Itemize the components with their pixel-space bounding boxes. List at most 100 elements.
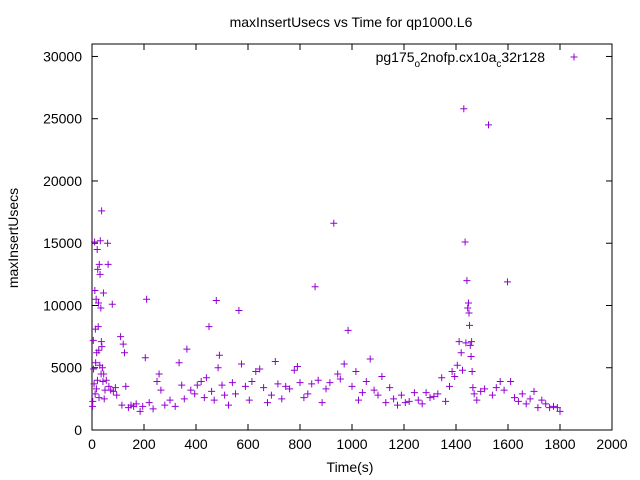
data-point <box>99 377 107 385</box>
data-point <box>300 394 308 402</box>
data-point <box>463 277 471 285</box>
data-point <box>410 389 418 397</box>
data-point <box>91 390 99 398</box>
legend-label-part: 2nofp.cx10a <box>420 49 496 65</box>
data-point <box>330 219 338 227</box>
data-point <box>414 396 422 404</box>
x-tick-label: 1400 <box>440 436 471 452</box>
data-point <box>522 400 530 408</box>
data-point <box>466 341 474 349</box>
data-point <box>308 380 316 388</box>
data-point <box>462 339 470 347</box>
legend: pg175o2nofp.cx10ac32r128 <box>376 49 578 70</box>
data-point <box>218 381 226 389</box>
data-point <box>89 336 97 344</box>
data-point <box>386 384 394 392</box>
data-point <box>252 367 260 375</box>
data-point <box>90 365 98 373</box>
x-tick-label: 400 <box>184 436 208 452</box>
data-point <box>248 377 256 385</box>
data-point <box>271 358 279 366</box>
data-point <box>93 245 101 253</box>
plot-frame <box>91 43 613 431</box>
data-point <box>453 361 461 369</box>
x-tick-label: 800 <box>288 436 312 452</box>
data-point <box>202 374 210 382</box>
data-point <box>166 396 174 404</box>
x-tick-label: 2000 <box>596 436 627 452</box>
data-point <box>91 287 99 295</box>
data-point <box>394 401 401 409</box>
data-point <box>530 387 538 395</box>
data-point <box>153 377 161 385</box>
data-point <box>461 238 469 246</box>
data-point <box>157 386 165 394</box>
data-point <box>171 402 179 410</box>
data-point <box>355 396 362 404</box>
data-point <box>228 379 236 387</box>
data-point <box>119 340 127 348</box>
data-point <box>390 395 398 403</box>
data-point <box>500 386 508 394</box>
data-point <box>553 404 561 412</box>
data-point <box>507 377 515 385</box>
data-point <box>511 394 518 402</box>
data-point <box>197 377 205 385</box>
data-point <box>109 387 117 395</box>
data-point <box>102 376 110 384</box>
data-point <box>344 326 352 334</box>
x-tick-label: 1000 <box>336 436 367 452</box>
data-point <box>382 399 390 407</box>
x-tick-label: 1200 <box>388 436 419 452</box>
data-point <box>426 394 434 402</box>
data-point <box>550 402 557 410</box>
data-point <box>267 391 275 399</box>
data-point <box>542 400 550 408</box>
data-point <box>187 386 195 394</box>
data-point <box>104 260 112 268</box>
data-point <box>473 396 481 404</box>
data-point <box>178 381 186 389</box>
data-point <box>238 360 245 368</box>
data-point <box>94 323 102 331</box>
data-point <box>235 306 243 314</box>
data-point <box>93 376 101 384</box>
y-tick-label: 25000 <box>43 111 82 127</box>
data-point <box>92 295 100 303</box>
data-point <box>455 338 463 346</box>
data-point <box>464 299 472 307</box>
data-point <box>526 395 534 403</box>
data-point <box>477 387 485 395</box>
data-point <box>90 380 98 388</box>
y-tick-label: 10000 <box>43 297 82 313</box>
data-point <box>378 372 386 380</box>
data-point <box>99 289 107 297</box>
data-point <box>466 321 474 329</box>
data-point <box>418 400 426 408</box>
data-point <box>111 384 119 392</box>
data-point <box>290 366 298 374</box>
data-point <box>92 385 100 393</box>
data-point <box>296 379 304 387</box>
legend-label-subscript: c <box>496 59 501 70</box>
legend-marker <box>570 53 578 61</box>
data-point <box>183 345 191 353</box>
data-point <box>405 397 413 405</box>
data-point <box>95 260 103 268</box>
data-point <box>105 382 113 390</box>
data-point <box>256 365 264 373</box>
data-point <box>430 392 438 400</box>
data-point <box>366 355 374 363</box>
x-tick-label: 1800 <box>544 436 575 452</box>
data-point <box>322 385 330 393</box>
y-tick-label: 5000 <box>51 360 82 376</box>
data-point <box>108 300 116 308</box>
legend-label-part: pg175 <box>376 49 415 65</box>
data-point <box>97 338 105 346</box>
data-point <box>221 391 229 399</box>
data-point <box>397 391 405 399</box>
data-point <box>370 386 378 394</box>
data-point <box>496 377 504 385</box>
y-tick-label: 15000 <box>43 235 82 251</box>
